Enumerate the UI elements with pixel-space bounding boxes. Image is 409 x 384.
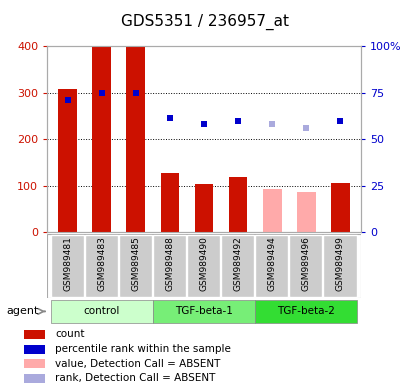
Bar: [92, 48, 111, 232]
Bar: [160, 173, 179, 232]
Text: percentile rank within the sample: percentile rank within the sample: [55, 344, 230, 354]
Text: GDS5351 / 236957_at: GDS5351 / 236957_at: [121, 13, 288, 30]
Text: control: control: [83, 306, 119, 316]
Bar: [296, 192, 315, 232]
Bar: [255, 300, 356, 323]
Bar: [194, 184, 213, 232]
Bar: [323, 235, 356, 297]
Text: GSM989488: GSM989488: [165, 236, 174, 291]
Text: GSM989499: GSM989499: [335, 236, 344, 291]
Bar: [262, 189, 281, 232]
Bar: [24, 345, 45, 354]
Text: TGF-beta-1: TGF-beta-1: [175, 306, 232, 316]
Text: count: count: [55, 329, 84, 339]
Text: GSM989481: GSM989481: [63, 236, 72, 291]
Text: TGF-beta-2: TGF-beta-2: [276, 306, 335, 316]
Bar: [58, 89, 77, 232]
Text: GSM989496: GSM989496: [301, 236, 310, 291]
Text: GSM989483: GSM989483: [97, 236, 106, 291]
Bar: [187, 235, 220, 297]
Text: GSM989485: GSM989485: [131, 236, 140, 291]
Bar: [85, 235, 118, 297]
Bar: [289, 235, 321, 297]
Bar: [51, 300, 152, 323]
Bar: [119, 235, 152, 297]
Text: value, Detection Call = ABSENT: value, Detection Call = ABSENT: [55, 359, 220, 369]
Bar: [220, 235, 254, 297]
Bar: [126, 48, 145, 232]
Bar: [153, 235, 186, 297]
Bar: [24, 374, 45, 383]
Text: GSM989494: GSM989494: [267, 236, 276, 291]
Text: agent: agent: [6, 306, 38, 316]
Bar: [24, 359, 45, 369]
Bar: [255, 235, 288, 297]
Bar: [24, 330, 45, 339]
Text: GSM989492: GSM989492: [233, 236, 242, 291]
Bar: [330, 182, 349, 232]
Bar: [153, 300, 254, 323]
Bar: [51, 235, 83, 297]
Text: GSM989490: GSM989490: [199, 236, 208, 291]
Bar: [228, 177, 247, 232]
Text: rank, Detection Call = ABSENT: rank, Detection Call = ABSENT: [55, 373, 215, 383]
